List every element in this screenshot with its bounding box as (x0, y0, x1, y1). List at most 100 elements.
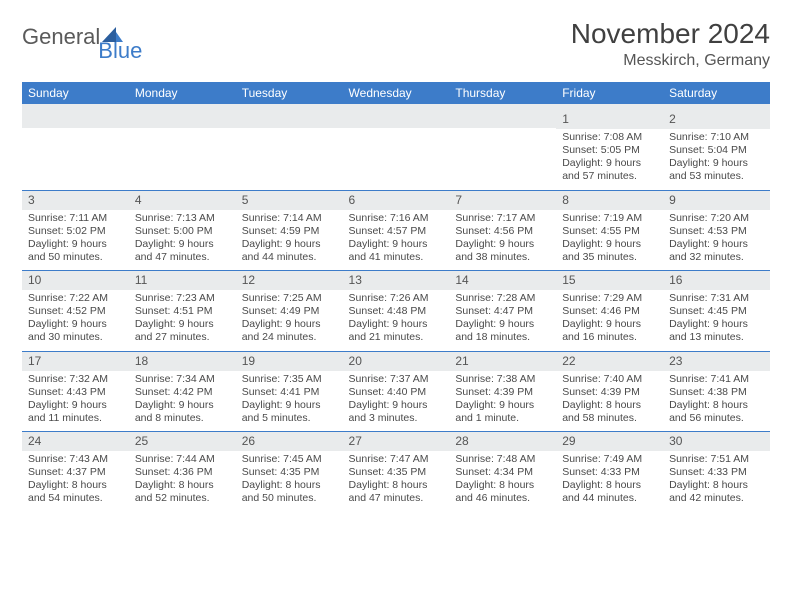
calendar-day-cell: 12Sunrise: 7:25 AMSunset: 4:49 PMDayligh… (236, 271, 343, 352)
day-details: Sunrise: 7:40 AMSunset: 4:39 PMDaylight:… (556, 371, 663, 432)
sunset-text: Sunset: 5:05 PM (562, 144, 657, 157)
day-number: 11 (129, 271, 236, 290)
sunset-text: Sunset: 4:39 PM (562, 386, 657, 399)
sunrise-text: Sunrise: 7:23 AM (135, 292, 230, 305)
day-number: 30 (663, 432, 770, 451)
day-details: Sunrise: 7:25 AMSunset: 4:49 PMDaylight:… (236, 290, 343, 351)
day-details: Sunrise: 7:35 AMSunset: 4:41 PMDaylight:… (236, 371, 343, 432)
daylight-text: and 21 minutes. (349, 331, 444, 344)
daylight-text: Daylight: 9 hours (455, 238, 550, 251)
sunrise-text: Sunrise: 7:37 AM (349, 373, 444, 386)
day-header: Saturday (663, 82, 770, 104)
calendar-empty-cell (129, 110, 236, 190)
day-details: Sunrise: 7:11 AMSunset: 5:02 PMDaylight:… (22, 210, 129, 271)
day-header: Friday (556, 82, 663, 104)
day-number: 1 (556, 110, 663, 129)
sunset-text: Sunset: 4:37 PM (28, 466, 123, 479)
day-number: 27 (343, 432, 450, 451)
sunset-text: Sunset: 4:35 PM (242, 466, 337, 479)
daylight-text: and 44 minutes. (242, 251, 337, 264)
daylight-text: Daylight: 9 hours (135, 399, 230, 412)
day-number: 21 (449, 352, 556, 371)
daylight-text: Daylight: 9 hours (135, 238, 230, 251)
calendar-day-cell: 9Sunrise: 7:20 AMSunset: 4:53 PMDaylight… (663, 190, 770, 271)
calendar-day-cell: 23Sunrise: 7:41 AMSunset: 4:38 PMDayligh… (663, 351, 770, 432)
daylight-text: Daylight: 9 hours (562, 318, 657, 331)
daylight-text: and 16 minutes. (562, 331, 657, 344)
daylight-text: Daylight: 8 hours (455, 479, 550, 492)
sunrise-text: Sunrise: 7:22 AM (28, 292, 123, 305)
day-number: 19 (236, 352, 343, 371)
sunset-text: Sunset: 4:53 PM (669, 225, 764, 238)
sunrise-text: Sunrise: 7:31 AM (669, 292, 764, 305)
sunset-text: Sunset: 4:33 PM (669, 466, 764, 479)
daylight-text: and 47 minutes. (135, 251, 230, 264)
day-number: 20 (343, 352, 450, 371)
daylight-text: and 13 minutes. (669, 331, 764, 344)
daylight-text: Daylight: 9 hours (242, 399, 337, 412)
calendar-day-cell: 25Sunrise: 7:44 AMSunset: 4:36 PMDayligh… (129, 432, 236, 512)
day-number: 24 (22, 432, 129, 451)
calendar-day-cell: 17Sunrise: 7:32 AMSunset: 4:43 PMDayligh… (22, 351, 129, 432)
sunrise-text: Sunrise: 7:10 AM (669, 131, 764, 144)
sunset-text: Sunset: 4:56 PM (455, 225, 550, 238)
day-number: 13 (343, 271, 450, 290)
calendar-day-cell: 29Sunrise: 7:49 AMSunset: 4:33 PMDayligh… (556, 432, 663, 512)
sunrise-text: Sunrise: 7:41 AM (669, 373, 764, 386)
day-header: Thursday (449, 82, 556, 104)
daylight-text: and 42 minutes. (669, 492, 764, 505)
sunrise-text: Sunrise: 7:34 AM (135, 373, 230, 386)
sunrise-text: Sunrise: 7:20 AM (669, 212, 764, 225)
sunset-text: Sunset: 4:51 PM (135, 305, 230, 318)
sunrise-text: Sunrise: 7:14 AM (242, 212, 337, 225)
day-number: 3 (22, 191, 129, 210)
day-number: 18 (129, 352, 236, 371)
day-details: Sunrise: 7:22 AMSunset: 4:52 PMDaylight:… (22, 290, 129, 351)
sunrise-text: Sunrise: 7:25 AM (242, 292, 337, 305)
daylight-text: Daylight: 9 hours (669, 318, 764, 331)
brand-logo: General Blue (22, 18, 168, 50)
day-number: 6 (343, 191, 450, 210)
calendar-day-cell: 2Sunrise: 7:10 AMSunset: 5:04 PMDaylight… (663, 110, 770, 190)
daylight-text: and 57 minutes. (562, 170, 657, 183)
day-number: 9 (663, 191, 770, 210)
calendar-day-cell: 7Sunrise: 7:17 AMSunset: 4:56 PMDaylight… (449, 190, 556, 271)
daylight-text: and 3 minutes. (349, 412, 444, 425)
daylight-text: Daylight: 9 hours (455, 399, 550, 412)
sunset-text: Sunset: 4:36 PM (135, 466, 230, 479)
calendar-week: 10Sunrise: 7:22 AMSunset: 4:52 PMDayligh… (22, 271, 770, 352)
day-details: Sunrise: 7:16 AMSunset: 4:57 PMDaylight:… (343, 210, 450, 271)
daylight-text: and 46 minutes. (455, 492, 550, 505)
daylight-text: Daylight: 9 hours (242, 238, 337, 251)
day-number: 8 (556, 191, 663, 210)
calendar-empty-cell (22, 110, 129, 190)
calendar-day-cell: 8Sunrise: 7:19 AMSunset: 4:55 PMDaylight… (556, 190, 663, 271)
sunset-text: Sunset: 4:52 PM (28, 305, 123, 318)
daylight-text: and 5 minutes. (242, 412, 337, 425)
sunset-text: Sunset: 4:46 PM (562, 305, 657, 318)
sunrise-text: Sunrise: 7:44 AM (135, 453, 230, 466)
sunset-text: Sunset: 4:57 PM (349, 225, 444, 238)
sunset-text: Sunset: 4:45 PM (669, 305, 764, 318)
title-block: November 2024 Messkirch, Germany (571, 18, 770, 70)
daylight-text: Daylight: 8 hours (562, 479, 657, 492)
day-details: Sunrise: 7:37 AMSunset: 4:40 PMDaylight:… (343, 371, 450, 432)
day-number: 23 (663, 352, 770, 371)
day-number: 15 (556, 271, 663, 290)
daylight-text: and 52 minutes. (135, 492, 230, 505)
day-header: Sunday (22, 82, 129, 104)
daylight-text: Daylight: 9 hours (28, 399, 123, 412)
day-details: Sunrise: 7:38 AMSunset: 4:39 PMDaylight:… (449, 371, 556, 432)
daylight-text: Daylight: 9 hours (28, 318, 123, 331)
day-number: 29 (556, 432, 663, 451)
day-details: Sunrise: 7:44 AMSunset: 4:36 PMDaylight:… (129, 451, 236, 512)
daylight-text: and 1 minute. (455, 412, 550, 425)
day-details: Sunrise: 7:23 AMSunset: 4:51 PMDaylight:… (129, 290, 236, 351)
calendar-day-cell: 18Sunrise: 7:34 AMSunset: 4:42 PMDayligh… (129, 351, 236, 432)
calendar-day-cell: 16Sunrise: 7:31 AMSunset: 4:45 PMDayligh… (663, 271, 770, 352)
calendar-day-cell: 24Sunrise: 7:43 AMSunset: 4:37 PMDayligh… (22, 432, 129, 512)
day-number: 12 (236, 271, 343, 290)
daylight-text: and 50 minutes. (242, 492, 337, 505)
calendar-day-cell: 14Sunrise: 7:28 AMSunset: 4:47 PMDayligh… (449, 271, 556, 352)
day-details: Sunrise: 7:10 AMSunset: 5:04 PMDaylight:… (663, 129, 770, 190)
